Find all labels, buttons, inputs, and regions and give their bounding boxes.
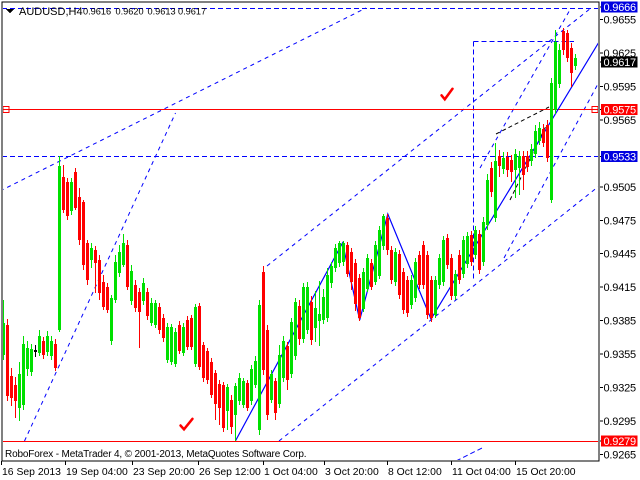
svg-text:3 Oct 20:00: 3 Oct 20:00	[325, 467, 379, 478]
svg-text:0.9655: 0.9655	[604, 15, 637, 27]
svg-text:26 Sep 12:00: 26 Sep 12:00	[199, 467, 261, 478]
svg-text:0.9475: 0.9475	[604, 215, 637, 227]
svg-text:0.9295: 0.9295	[604, 416, 637, 428]
svg-text:16 Sep 2013: 16 Sep 2013	[2, 467, 61, 478]
svg-text:1 Oct 04:00: 1 Oct 04:00	[264, 467, 318, 478]
svg-text:0.9279: 0.9279	[604, 436, 637, 448]
svg-text:15 Oct 20:00: 15 Oct 20:00	[516, 467, 576, 478]
svg-text:23 Sep 20:00: 23 Sep 20:00	[133, 467, 195, 478]
svg-text:8 Oct 12:00: 8 Oct 12:00	[388, 467, 442, 478]
svg-text:0.9355: 0.9355	[604, 349, 637, 361]
svg-text:RoboForex - MetaTrader 4, © 20: RoboForex - MetaTrader 4, © 2001-2013, M…	[5, 449, 306, 460]
svg-text:0.9565: 0.9565	[604, 115, 637, 127]
svg-text:0.9533: 0.9533	[604, 152, 637, 164]
svg-text:0.9265: 0.9265	[604, 450, 637, 462]
svg-text:0.9415: 0.9415	[604, 282, 637, 294]
svg-text:0.9575: 0.9575	[604, 105, 637, 117]
svg-text:0.9385: 0.9385	[604, 316, 637, 328]
svg-text:0.9445: 0.9445	[604, 249, 637, 261]
svg-text:0.9505: 0.9505	[604, 182, 637, 194]
svg-text:0.9666: 0.9666	[604, 2, 637, 14]
svg-text:0.9595: 0.9595	[604, 81, 637, 93]
svg-text:AUDUSD,H4: AUDUSD,H4	[19, 6, 83, 18]
svg-text:0.9617: 0.9617	[604, 57, 637, 69]
svg-text:0.9325: 0.9325	[604, 383, 637, 395]
svg-text:11 Oct 04:00: 11 Oct 04:00	[452, 467, 511, 478]
svg-text:19 Sep 04:00: 19 Sep 04:00	[66, 467, 128, 478]
